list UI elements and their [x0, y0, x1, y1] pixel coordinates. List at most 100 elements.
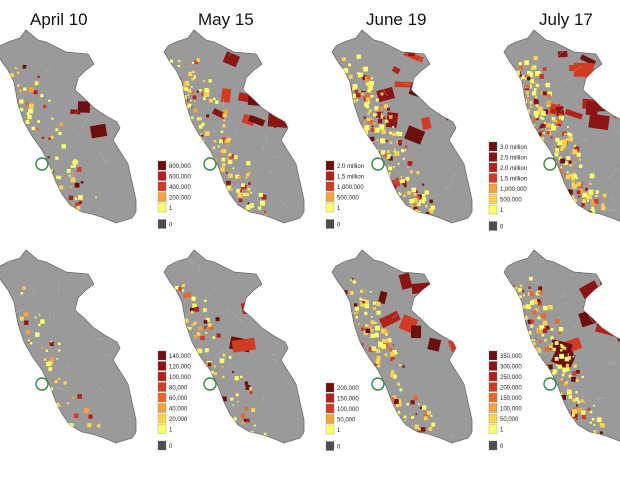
district-patch [22, 64, 27, 69]
district-patch [205, 317, 210, 322]
district-border [364, 296, 374, 304]
district-patch [231, 206, 236, 211]
district-border [97, 386, 105, 393]
district-patch [364, 125, 370, 130]
district-patch [69, 186, 72, 189]
district-patch [237, 176, 241, 180]
district-patch [241, 183, 245, 187]
region-patch [77, 101, 90, 113]
district-patch [213, 372, 217, 376]
district-patch [552, 369, 558, 374]
district-patch [578, 158, 581, 161]
legend-swatch [488, 440, 498, 451]
district-patch [407, 209, 412, 214]
district-patch [379, 124, 385, 130]
district-patch [46, 361, 51, 367]
district-border [203, 220, 206, 223]
legend-label: 50,000 [500, 417, 519, 423]
district-patch [530, 66, 535, 70]
district-patch [38, 149, 42, 152]
region-patch [589, 299, 610, 312]
district-patch [378, 342, 383, 348]
district-patch [594, 199, 599, 204]
district-patch [224, 139, 228, 143]
district-patch [190, 99, 192, 102]
district-patch [504, 292, 507, 294]
district-patch [26, 112, 30, 116]
district-patch [241, 420, 245, 425]
district-patch [199, 117, 202, 121]
district-border [416, 197, 423, 202]
district-patch [352, 84, 358, 89]
district-patch [237, 192, 243, 198]
district-patch [235, 393, 239, 397]
district-patch [206, 114, 210, 118]
district-patch [403, 194, 406, 197]
district-patch [410, 400, 415, 405]
district-patch [59, 185, 64, 190]
district-patch [229, 154, 235, 159]
legend-swatch [325, 424, 335, 435]
district-patch [425, 211, 430, 216]
legend-swatch [488, 173, 498, 183]
region-patch [263, 60, 284, 76]
district-patch [343, 290, 348, 295]
district-patch [388, 166, 392, 171]
district-patch [228, 153, 232, 157]
district-patch [261, 194, 267, 200]
district-border [609, 104, 619, 110]
district-border [555, 50, 564, 59]
district-border [560, 207, 571, 214]
district-border [568, 333, 571, 336]
title-april-10: April 10 [30, 10, 88, 29]
district-patch [232, 167, 235, 170]
legend-swatch [488, 403, 498, 413]
district-patch [87, 423, 92, 428]
district-patch [517, 80, 521, 84]
district-patch [557, 140, 563, 146]
district-patch [215, 100, 219, 104]
region-patch [610, 323, 620, 338]
district-patch [565, 194, 568, 197]
district-patch [43, 358, 47, 361]
district-patch [431, 422, 436, 427]
district-patch [511, 80, 515, 84]
district-patch [562, 139, 568, 144]
district-patch [392, 130, 395, 133]
district-patch [559, 115, 564, 121]
region-patch [404, 125, 426, 145]
district-patch [518, 82, 522, 87]
legend-swatch [157, 219, 167, 229]
district-patch [40, 94, 44, 98]
district-patch [542, 132, 545, 135]
district-patch [535, 308, 539, 312]
district-patch [526, 304, 531, 309]
district-border [262, 146, 265, 150]
district-patch [561, 395, 566, 400]
map-may-top [163, 29, 305, 224]
region-patch [600, 64, 620, 80]
district-patch [26, 329, 30, 334]
district-patch [417, 403, 420, 406]
district-patch [415, 190, 418, 194]
district-patch [243, 193, 247, 197]
district-patch [384, 329, 389, 334]
district-patch [191, 116, 194, 119]
district-patch [561, 374, 565, 377]
district-patch [41, 136, 45, 139]
district-patch [430, 205, 435, 210]
district-patch [390, 355, 395, 360]
district-patch [544, 366, 549, 370]
district-patch [392, 126, 395, 128]
district-patch [51, 117, 54, 120]
district-patch [213, 365, 216, 368]
legend-swatch [157, 160, 167, 171]
district-patch [363, 116, 366, 119]
district-border [405, 403, 411, 408]
district-patch [556, 146, 559, 149]
district-patch [251, 408, 256, 413]
district-patch [398, 193, 402, 196]
district-patch [381, 338, 386, 343]
district-patch [363, 137, 367, 141]
district-patch [539, 325, 545, 331]
